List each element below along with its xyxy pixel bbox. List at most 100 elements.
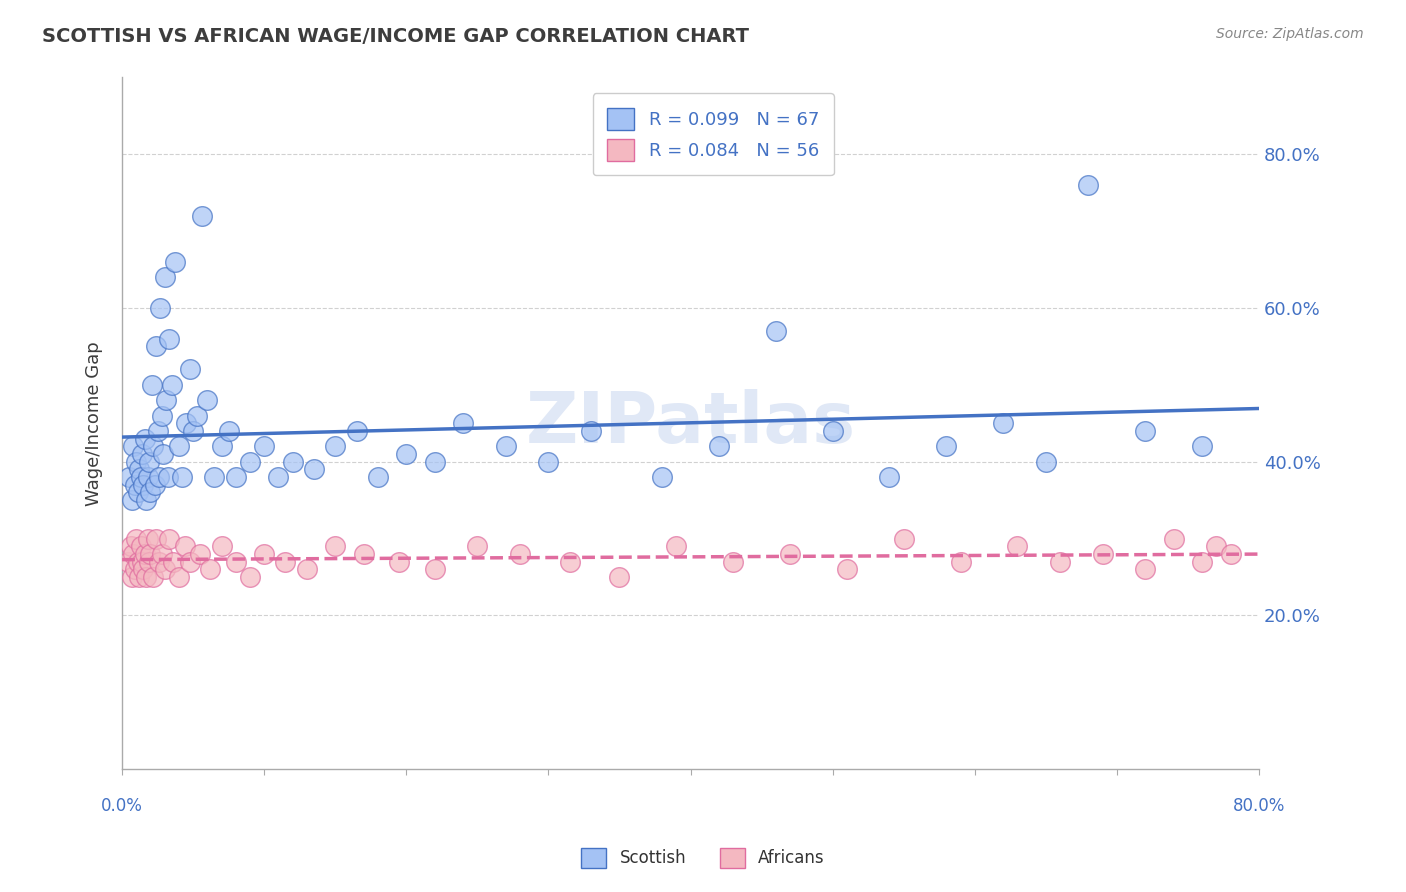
Point <box>558 555 581 569</box>
Point <box>323 539 346 553</box>
Point <box>141 377 163 392</box>
Point <box>211 439 233 453</box>
Point <box>423 455 446 469</box>
Point <box>949 555 972 569</box>
Point <box>148 555 170 569</box>
Point <box>136 470 159 484</box>
Point <box>129 470 152 484</box>
Point <box>609 570 631 584</box>
Point <box>198 562 221 576</box>
Point <box>138 555 160 569</box>
Point <box>121 570 143 584</box>
Point <box>127 485 149 500</box>
Point <box>388 555 411 569</box>
Point <box>267 470 290 484</box>
Point <box>152 447 174 461</box>
Point <box>835 562 858 576</box>
Point <box>537 455 560 469</box>
Point <box>179 362 201 376</box>
Point <box>157 532 180 546</box>
Point <box>131 447 153 461</box>
Point <box>139 547 162 561</box>
Point <box>367 470 389 484</box>
Point <box>1007 539 1029 553</box>
Point <box>121 493 143 508</box>
Point <box>302 462 325 476</box>
Point <box>163 255 186 269</box>
Point <box>821 424 844 438</box>
Point <box>132 562 155 576</box>
Point <box>253 439 276 453</box>
Y-axis label: Wage/Income Gap: Wage/Income Gap <box>86 341 103 506</box>
Point <box>148 470 170 484</box>
Point <box>1091 547 1114 561</box>
Point <box>218 424 240 438</box>
Point <box>155 393 177 408</box>
Point <box>153 270 176 285</box>
Point <box>139 485 162 500</box>
Point <box>935 439 957 453</box>
Text: Source: ZipAtlas.com: Source: ZipAtlas.com <box>1216 27 1364 41</box>
Point <box>1135 424 1157 438</box>
Point <box>122 547 145 561</box>
Point <box>239 455 262 469</box>
Point <box>239 570 262 584</box>
Point <box>125 532 148 546</box>
Point <box>395 447 418 461</box>
Point <box>1049 555 1071 569</box>
Point <box>127 555 149 569</box>
Point <box>157 332 180 346</box>
Point <box>142 439 165 453</box>
Point <box>167 570 190 584</box>
Point <box>665 539 688 553</box>
Point <box>991 417 1014 431</box>
Text: ZIPatlas: ZIPatlas <box>526 389 856 458</box>
Point <box>173 539 195 553</box>
Legend: R = 0.099   N = 67, R = 0.084   N = 56: R = 0.099 N = 67, R = 0.084 N = 56 <box>593 94 834 176</box>
Point <box>779 547 801 561</box>
Point <box>153 562 176 576</box>
Point <box>879 470 901 484</box>
Point <box>134 547 156 561</box>
Point <box>174 417 197 431</box>
Point <box>323 439 346 453</box>
Point <box>162 555 184 569</box>
Point <box>295 562 318 576</box>
Point <box>204 470 226 484</box>
Point <box>181 424 204 438</box>
Point <box>138 455 160 469</box>
Point <box>423 562 446 576</box>
Point <box>135 570 157 584</box>
Point <box>131 555 153 569</box>
Point <box>893 532 915 546</box>
Point <box>1077 178 1099 192</box>
Point <box>120 539 142 553</box>
Point <box>721 555 744 569</box>
Point <box>495 439 517 453</box>
Point <box>143 477 166 491</box>
Point <box>765 324 787 338</box>
Point <box>451 417 474 431</box>
Point <box>353 547 375 561</box>
Point <box>179 555 201 569</box>
Point <box>190 209 212 223</box>
Point <box>118 470 141 484</box>
Point <box>225 555 247 569</box>
Point <box>167 439 190 453</box>
Point <box>160 377 183 392</box>
Point <box>142 570 165 584</box>
Point <box>211 539 233 553</box>
Point <box>150 547 173 561</box>
Point <box>129 539 152 553</box>
Point <box>132 477 155 491</box>
Point <box>146 424 169 438</box>
Point <box>281 455 304 469</box>
Legend: Scottish, Africans: Scottish, Africans <box>575 841 831 875</box>
Point <box>128 570 150 584</box>
Point <box>1191 555 1213 569</box>
Point <box>134 432 156 446</box>
Point <box>124 477 146 491</box>
Point <box>225 470 247 484</box>
Point <box>1205 539 1227 553</box>
Text: 80.0%: 80.0% <box>1233 797 1285 814</box>
